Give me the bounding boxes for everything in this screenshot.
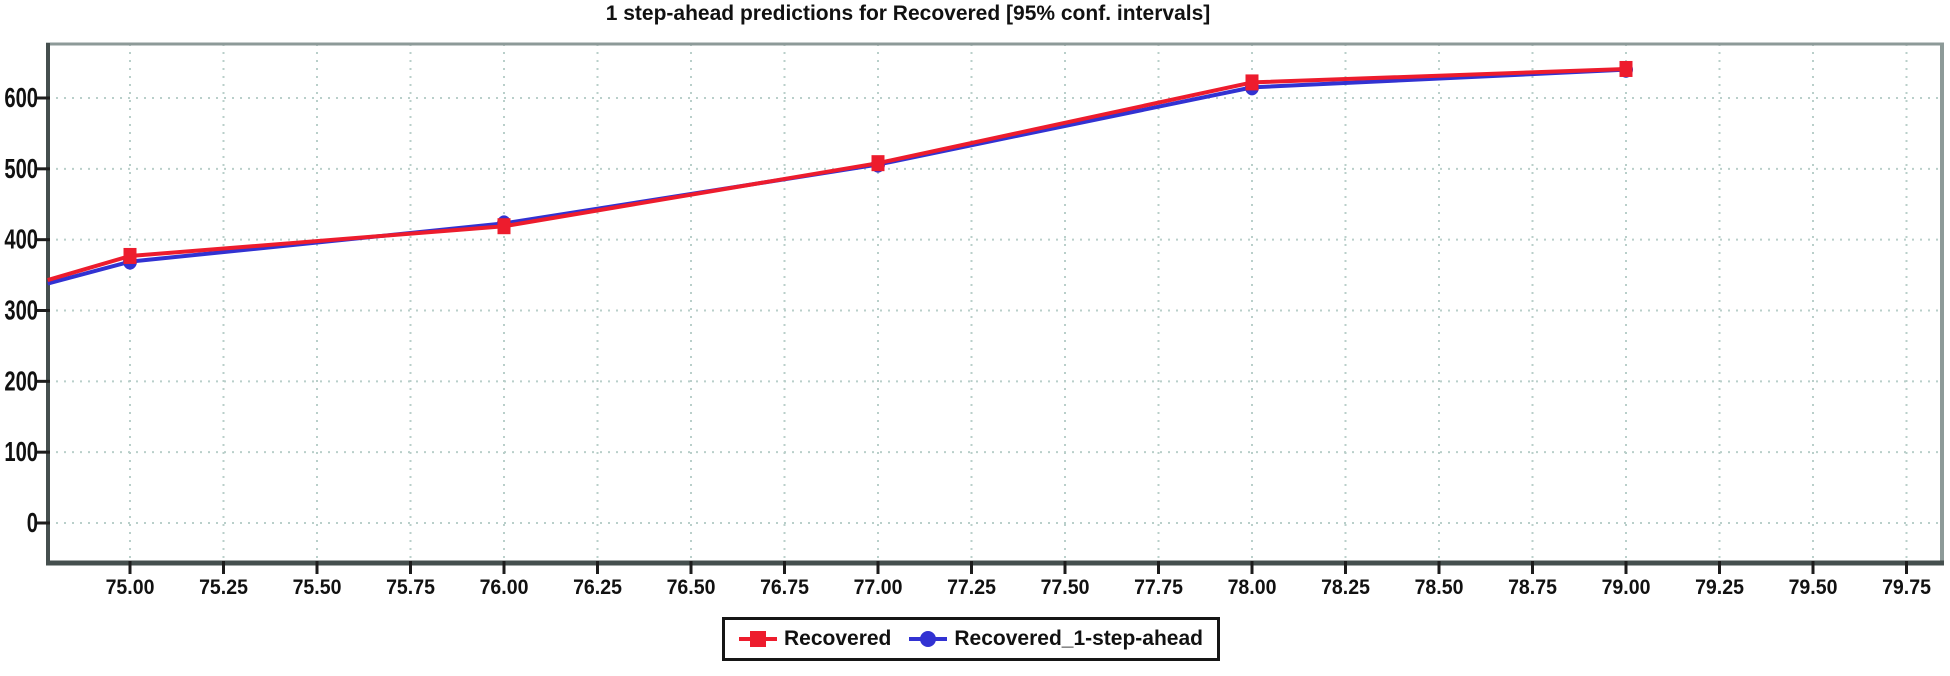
series-line-recovered_1-step-ahead — [47, 67, 1627, 286]
y-tick-label: 600 — [4, 83, 38, 114]
x-tick-label: 75.00 — [106, 576, 155, 599]
x-tick-label-group: 76.00 — [480, 576, 529, 599]
blue-circle-marker-icon — [909, 629, 948, 649]
x-tick-label: 75.75 — [386, 576, 435, 599]
x-tick-label-group: 75.50 — [293, 576, 342, 599]
x-tick-label-group: 79.50 — [1789, 576, 1838, 599]
x-tick-label-group: 77.50 — [1041, 576, 1090, 599]
x-tick-label-group: 78.75 — [1508, 576, 1557, 599]
x-tick-label-group: 76.50 — [667, 576, 716, 599]
x-tick-label-group: 75.25 — [199, 576, 248, 599]
x-tick-label: 78.50 — [1415, 576, 1464, 599]
x-tick-label: 77.75 — [1134, 576, 1183, 599]
x-tick-label: 76.25 — [573, 576, 622, 599]
y-tick-label-group: 100 — [4, 437, 38, 468]
x-tick-label-group: 79.00 — [1602, 576, 1651, 599]
legend: Recovered Recovered_1-step-ahead — [722, 617, 1220, 661]
legend-item-recovered: Recovered — [739, 627, 891, 651]
x-tick-label-group: 75.75 — [386, 576, 435, 599]
blue-circle — [920, 631, 937, 647]
x-tick-label: 79.50 — [1789, 576, 1838, 599]
y-tick-label-group: 500 — [4, 154, 38, 185]
chart-title: 1 step-ahead predictions for Recovered [… — [605, 2, 1211, 25]
x-tick-label-group: 78.00 — [1228, 576, 1277, 599]
data-point-marker-recovered — [871, 155, 885, 172]
data-point-marker-recovered — [1245, 74, 1259, 91]
y-tick-label: 300 — [4, 295, 38, 326]
y-tick-label-group: 600 — [4, 83, 38, 114]
x-tick-label-group: 75.00 — [106, 576, 155, 599]
x-tick-label: 79.00 — [1602, 576, 1651, 599]
y-tick-label-group: 400 — [4, 225, 38, 256]
x-tick-label-group: 77.75 — [1134, 576, 1183, 599]
x-tick-label: 78.00 — [1228, 576, 1277, 599]
x-tick-label: 78.75 — [1508, 576, 1557, 599]
x-tick-label-group: 79.25 — [1695, 576, 1744, 599]
red-square-marker-icon — [739, 629, 777, 649]
y-tick-label: 0 — [27, 508, 38, 539]
y-tick-label: 500 — [4, 154, 38, 185]
y-tick-label: 400 — [4, 225, 38, 256]
x-tick-label: 77.50 — [1041, 576, 1090, 599]
series-line-recovered — [47, 66, 1627, 282]
x-tick-label: 76.75 — [760, 576, 809, 599]
x-tick-label: 76.00 — [480, 576, 529, 599]
x-tick-label: 78.25 — [1321, 576, 1370, 599]
x-tick-label: 77.25 — [947, 576, 996, 599]
x-tick-label-group: 78.50 — [1415, 576, 1464, 599]
x-tick-label-group: 78.25 — [1321, 576, 1370, 599]
y-tick-label: 200 — [4, 366, 38, 397]
y-tick-label-group: 200 — [4, 366, 38, 397]
y-tick-label-group: 300 — [4, 295, 38, 326]
x-tick-label: 79.75 — [1882, 576, 1931, 599]
y-tick-label-group: 0 — [27, 508, 38, 539]
red-square — [750, 631, 766, 647]
data-point-marker-recovered — [1619, 60, 1633, 77]
x-tick-label: 75.50 — [293, 576, 342, 599]
x-tick-label-group: 77.00 — [854, 576, 903, 599]
data-point-marker-recovered — [123, 247, 137, 264]
data-point-marker-recovered — [497, 218, 511, 235]
legend-label-recovered-1-step-ahead: Recovered_1-step-ahead — [954, 627, 1203, 650]
x-tick-label-group: 79.75 — [1882, 576, 1931, 599]
x-tick-label: 77.00 — [854, 576, 903, 599]
x-tick-label: 79.25 — [1695, 576, 1744, 599]
x-tick-label-group: 76.75 — [760, 576, 809, 599]
y-tick-label: 100 — [4, 437, 38, 468]
legend-label-recovered: Recovered — [784, 627, 892, 650]
x-tick-label: 75.25 — [199, 576, 248, 599]
x-tick-label-group: 77.25 — [947, 576, 996, 599]
legend-item-recovered-1-step-ahead: Recovered_1-step-ahead — [909, 627, 1203, 651]
x-tick-label-group: 76.25 — [573, 576, 622, 599]
x-tick-label: 76.50 — [667, 576, 716, 599]
